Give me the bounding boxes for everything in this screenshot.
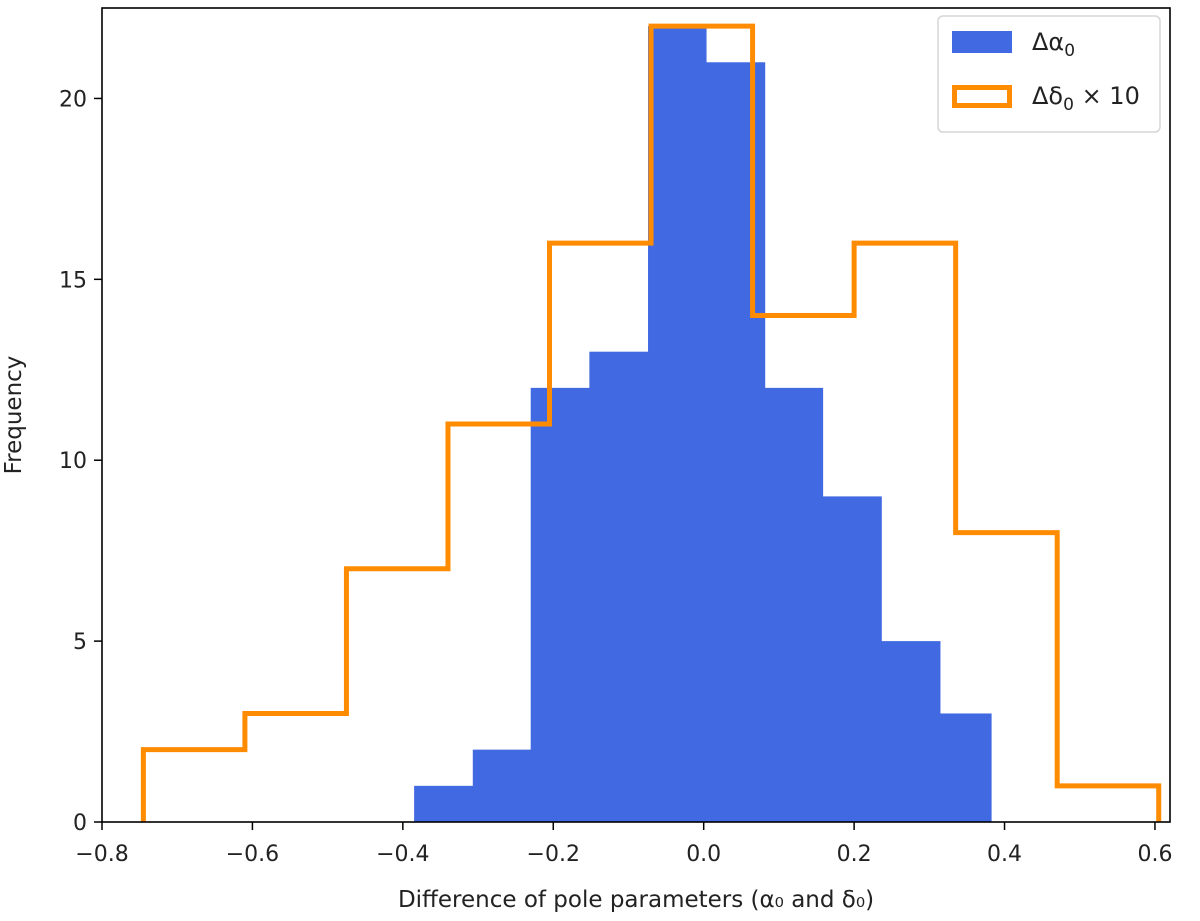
legend-label: Δδ0 × 10 [1032, 82, 1140, 115]
delta-step-outline [140, 23, 1162, 822]
alpha-bar [530, 387, 590, 822]
alpha-bar [881, 641, 941, 822]
y-tick-label: 0 [73, 811, 87, 836]
y-tick-label: 10 [59, 449, 87, 474]
x-tick-label: 0.0 [686, 842, 721, 867]
alpha-bar [414, 785, 474, 822]
alpha-bar [648, 26, 707, 823]
alpha-bar [705, 62, 766, 823]
y-tick-label: 20 [59, 87, 87, 112]
x-tick-label: 0.2 [837, 842, 872, 867]
y-axis-ticks: 0 5 10 15 20 [59, 87, 102, 836]
y-axis-label: Frequency [1, 356, 27, 475]
x-tick-label: −0.4 [376, 842, 429, 867]
x-tick-label: 0.6 [1137, 842, 1172, 867]
x-tick-label: 0.4 [987, 842, 1022, 867]
y-tick-label: 5 [73, 630, 87, 655]
alpha-bar [822, 496, 882, 822]
legend: Δα0 Δδ0 × 10 [937, 15, 1161, 133]
alpha-bar [589, 351, 649, 822]
x-axis-label: Difference of pole parameters (α₀ and δ₀… [398, 887, 874, 913]
plot-frame [101, 7, 1171, 823]
alpha-bar [472, 749, 532, 822]
x-tick-label: −0.8 [75, 842, 128, 867]
alpha-bar [939, 713, 992, 822]
legend-label: Δα0 [1032, 28, 1075, 61]
alpha-bar [764, 387, 824, 822]
y-tick-label: 15 [59, 268, 87, 293]
x-axis-ticks: −0.8 −0.6 −0.4 −0.2 0.0 0.2 0.4 0.6 [75, 822, 1172, 867]
x-tick-label: −0.2 [527, 842, 580, 867]
legend-swatch [952, 31, 1012, 53]
legend-swatch [952, 85, 1012, 108]
x-tick-label: −0.6 [226, 842, 279, 867]
alpha-bars [414, 26, 992, 823]
